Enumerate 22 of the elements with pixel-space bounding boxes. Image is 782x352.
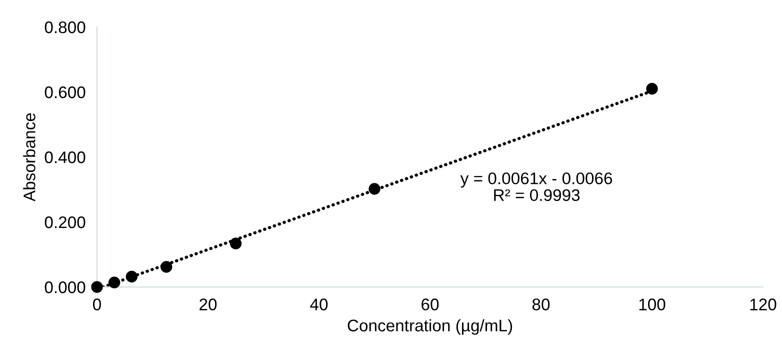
x-tick-label: 120 bbox=[750, 298, 776, 310]
point bbox=[646, 82, 658, 95]
y-tick-label: 0.400 bbox=[44, 151, 86, 164]
x-axis-title: Concentration (µg/mL) bbox=[348, 319, 512, 335]
point bbox=[230, 238, 242, 250]
y-tick-label: 0.800 bbox=[44, 21, 86, 34]
x-tick-label: 40 bbox=[310, 298, 328, 310]
x-tick-label: 60 bbox=[422, 298, 439, 310]
annotation: y = 0.0061x - 0.0066 R² = 0.9993 bbox=[460, 172, 612, 202]
x-tick-label: 0 bbox=[93, 298, 101, 310]
point bbox=[368, 183, 380, 195]
y-tick-label: 0.000 bbox=[44, 281, 86, 294]
point bbox=[91, 281, 103, 293]
point bbox=[108, 276, 120, 288]
x-tick-label: 20 bbox=[200, 298, 217, 310]
x-tick-label: 80 bbox=[532, 298, 550, 310]
x-tick-label: 100 bbox=[639, 298, 666, 310]
point bbox=[160, 261, 172, 273]
point bbox=[126, 270, 138, 282]
y-axis-title: Absorbance bbox=[23, 113, 36, 202]
y-tick-label: 0.600 bbox=[44, 86, 86, 98]
y-tick-label: 0.200 bbox=[44, 216, 86, 228]
